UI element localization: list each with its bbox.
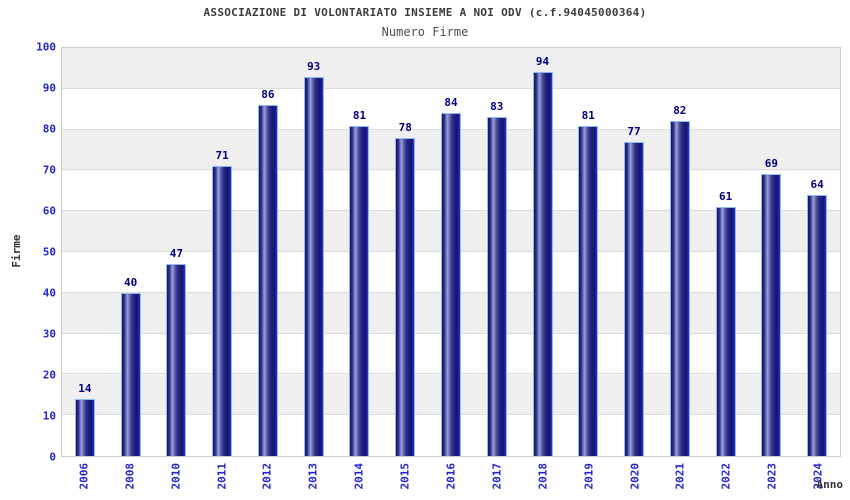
- bar: [715, 207, 736, 456]
- bar-value-label: 78: [398, 120, 412, 134]
- bar-value-label: 69: [764, 157, 778, 171]
- bar-value-label: 84: [444, 96, 458, 110]
- bar: [761, 174, 782, 456]
- bar: [120, 292, 141, 456]
- gridline: [62, 87, 840, 89]
- bar: [532, 72, 553, 456]
- x-tick-label: 2013: [306, 463, 320, 490]
- bar-slot: 81: [337, 48, 383, 456]
- y-tick-label: 80: [42, 122, 56, 136]
- bar-value-label: 86: [261, 88, 275, 102]
- bar: [212, 166, 233, 456]
- x-tick-label: 2011: [215, 463, 229, 490]
- bar-slot: 78: [382, 48, 428, 456]
- y-tick-label: 10: [42, 409, 56, 423]
- x-axis: 2006 2008 2010 2011 2012 2013 2014 2015 2016 2017…: [61, 461, 841, 499]
- x-tick-label: 2012: [260, 463, 274, 490]
- bar-slot: 14: [62, 48, 108, 456]
- x-tick-label: 2018: [536, 463, 550, 490]
- bar-slot: 71: [199, 48, 245, 456]
- bar-slot: 47: [154, 48, 200, 456]
- bar-value-label: 64: [810, 177, 824, 191]
- x-tick-label: 2021: [673, 463, 687, 490]
- x-tick-label: 2016: [444, 463, 458, 490]
- y-tick-label: 20: [42, 368, 56, 382]
- bar: [303, 76, 324, 456]
- bar-value-label: 14: [78, 381, 92, 395]
- x-tick-label: 2019: [582, 463, 596, 490]
- bar-slot: 82: [657, 48, 703, 456]
- bar: [395, 137, 416, 456]
- bar-slot: 61: [703, 48, 749, 456]
- bar-slot: 83: [474, 48, 520, 456]
- bar-slot: 94: [520, 48, 566, 456]
- chart-title: ASSOCIAZIONE DI VOLONTARIATO INSIEME A N…: [203, 6, 647, 19]
- bar-slot: 81: [565, 48, 611, 456]
- bar: [440, 113, 461, 456]
- x-axis-title: Anno: [816, 478, 844, 491]
- y-tick-label: 0: [49, 450, 56, 464]
- bar: [74, 398, 95, 456]
- bar-value-label: 81: [581, 108, 595, 122]
- bar: [669, 121, 690, 456]
- y-axis: 0 10 20 30 40 50 60 70 80 90 100: [0, 41, 56, 464]
- bar-value-label: 40: [124, 275, 138, 289]
- bar-value-label: 61: [718, 190, 733, 204]
- bar-value-label: 81: [352, 108, 367, 122]
- y-tick-label: 40: [42, 286, 56, 300]
- bar-value-label: 93: [307, 59, 321, 73]
- bar-value-label: 94: [535, 55, 550, 69]
- bar-value-label: 47: [169, 247, 184, 261]
- y-tick-label: 90: [42, 81, 56, 95]
- bar-value-label: 82: [673, 104, 687, 118]
- y-tick-label: 30: [42, 327, 56, 341]
- bar: [486, 117, 507, 456]
- bar-value-label: 77: [627, 124, 641, 138]
- x-tick-label: 2008: [123, 463, 137, 490]
- y-tick-label: 70: [42, 163, 56, 177]
- bar-slot: 86: [245, 48, 291, 456]
- y-tick-label: 60: [42, 204, 56, 218]
- bar-slot: 69: [748, 48, 794, 456]
- y-tick-label: 100: [36, 40, 56, 54]
- bar-value-label: 83: [490, 100, 504, 114]
- bar: [349, 125, 370, 456]
- bar: [166, 264, 187, 456]
- bar-slot: 77: [611, 48, 657, 456]
- x-tick-label: 2015: [398, 463, 412, 490]
- bar: [257, 105, 278, 456]
- x-tick-label: 2022: [719, 463, 733, 490]
- bar: [807, 194, 828, 456]
- x-tick-label: 2017: [490, 463, 504, 490]
- bar-slot: 64: [794, 48, 840, 456]
- chart-subtitle: Numero Firme: [381, 25, 469, 39]
- plot-area: 14 40 47 71 86 93 81 78 84 83 94 81 77 82 61 69 64: [61, 47, 841, 457]
- bar-slot: 84: [428, 48, 474, 456]
- x-tick-label: 2010: [169, 463, 183, 490]
- bar: [624, 141, 645, 456]
- bar: [578, 125, 599, 456]
- bar-slot: 93: [291, 48, 337, 456]
- y-tick-label: 50: [42, 245, 56, 259]
- x-tick-label: 2023: [765, 463, 779, 490]
- x-tick-label: 2020: [628, 463, 642, 490]
- bar-value-label: 71: [215, 149, 229, 163]
- x-tick-label: 2006: [77, 463, 91, 490]
- bar-slot: 40: [108, 48, 154, 456]
- x-tick-label: 2014: [352, 463, 366, 490]
